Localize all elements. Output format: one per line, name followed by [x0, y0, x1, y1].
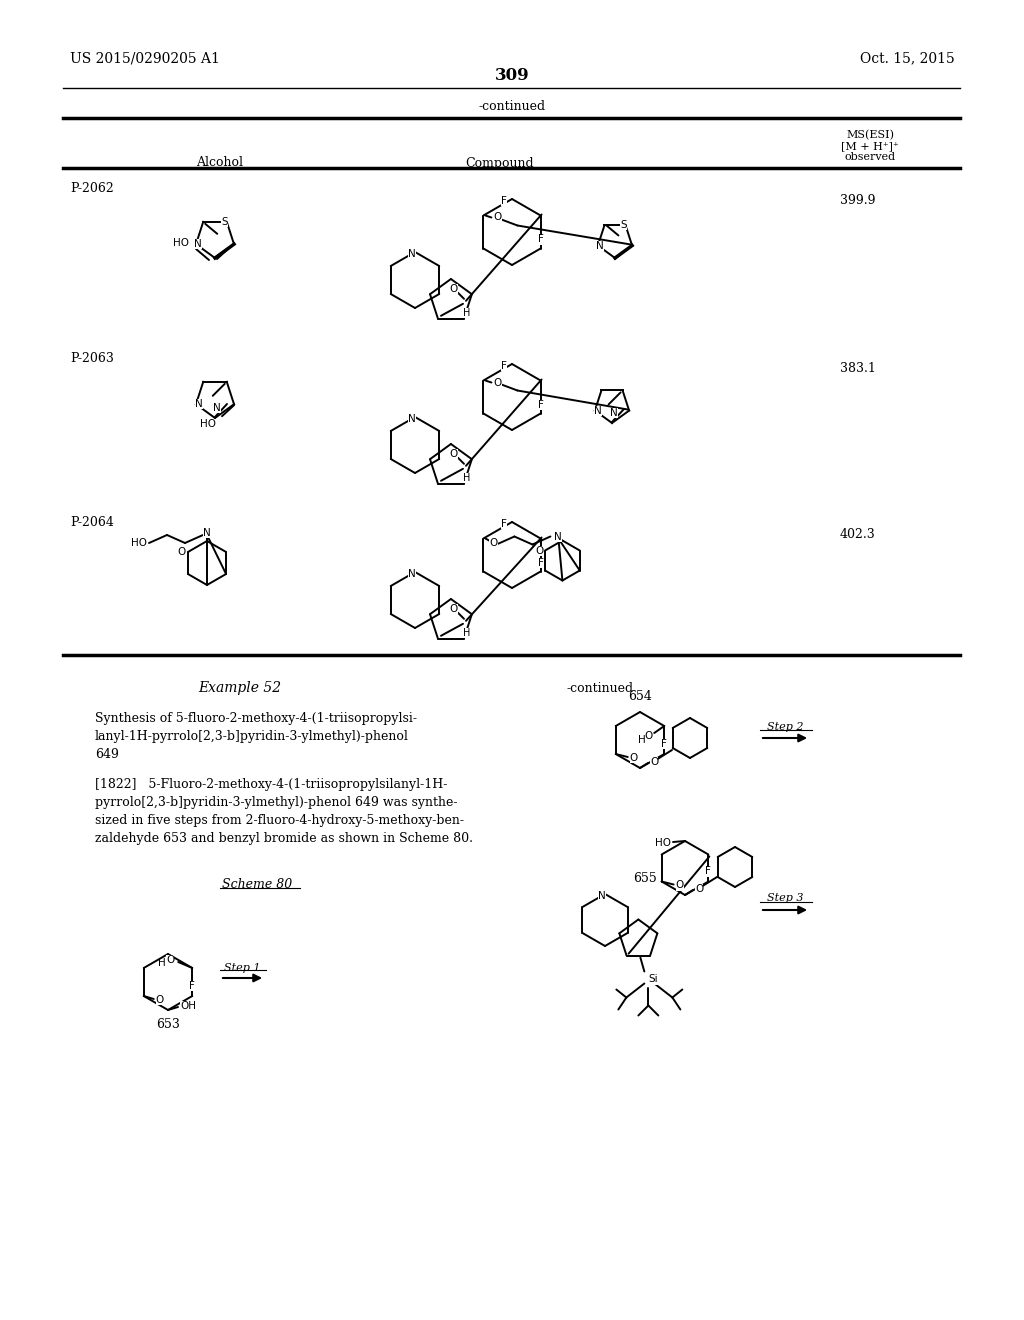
Text: 402.3: 402.3	[840, 528, 876, 541]
Text: F: F	[538, 557, 544, 568]
Text: F: F	[538, 400, 544, 409]
Text: S: S	[621, 220, 627, 231]
Text: O: O	[450, 603, 458, 614]
Text: Oct. 15, 2015: Oct. 15, 2015	[860, 51, 955, 65]
Text: N: N	[409, 414, 416, 424]
Text: N: N	[409, 249, 416, 259]
Text: N: N	[409, 569, 416, 579]
Text: HO: HO	[655, 838, 671, 847]
Text: H: H	[463, 473, 471, 483]
Text: Step 3: Step 3	[767, 894, 803, 903]
Text: Compound: Compound	[466, 157, 535, 169]
Text: 654: 654	[628, 690, 652, 704]
Text: 655: 655	[633, 871, 656, 884]
Text: H: H	[463, 628, 471, 638]
Text: H: H	[463, 308, 471, 318]
Text: O: O	[494, 378, 502, 388]
Text: O: O	[650, 756, 658, 767]
Text: P-2063: P-2063	[70, 351, 114, 364]
Text: Step 1: Step 1	[224, 964, 260, 973]
Text: 309: 309	[495, 66, 529, 83]
Text: F: F	[501, 195, 507, 206]
Text: HO: HO	[131, 539, 147, 548]
Text: Si: Si	[648, 974, 658, 985]
Text: HO: HO	[200, 420, 216, 429]
Text: N: N	[195, 239, 202, 249]
Text: N: N	[554, 532, 562, 541]
Text: O: O	[676, 880, 684, 891]
Text: O: O	[630, 752, 638, 763]
Text: F: F	[501, 519, 507, 529]
Text: P-2064: P-2064	[70, 516, 114, 529]
Text: [1822]   5-Fluoro-2-methoxy-4-(1-triisopropylsilanyl-1H-
pyrrolo[2,3-b]pyridin-3: [1822] 5-Fluoro-2-methoxy-4-(1-triisopro…	[95, 777, 473, 845]
Text: F: F	[189, 981, 196, 991]
Text: -continued: -continued	[478, 100, 546, 114]
Text: MS(ESI): MS(ESI)	[846, 129, 894, 140]
Text: observed: observed	[845, 152, 896, 162]
Text: 383.1: 383.1	[840, 362, 876, 375]
Text: O: O	[156, 995, 164, 1005]
Text: F: F	[706, 866, 712, 876]
Text: OH: OH	[180, 1001, 196, 1011]
Text: F: F	[501, 360, 507, 371]
Text: Scheme 80: Scheme 80	[222, 879, 292, 891]
Text: F: F	[662, 739, 668, 748]
Text: Alcohol: Alcohol	[197, 157, 244, 169]
Text: 653: 653	[156, 1019, 180, 1031]
Text: Example 52: Example 52	[199, 681, 282, 696]
Text: O: O	[695, 884, 703, 894]
Text: P-2062: P-2062	[70, 181, 114, 194]
Text: S: S	[221, 216, 228, 227]
Text: HO: HO	[173, 238, 189, 248]
Text: N: N	[594, 405, 602, 416]
Text: N: N	[596, 240, 604, 251]
Text: US 2015/0290205 A1: US 2015/0290205 A1	[70, 51, 220, 65]
Text: O: O	[535, 545, 543, 556]
Text: O: O	[166, 954, 174, 965]
Text: 399.9: 399.9	[840, 194, 876, 206]
Text: O: O	[450, 284, 458, 294]
Text: N: N	[196, 399, 203, 409]
Text: F: F	[538, 235, 544, 244]
Text: O: O	[450, 449, 458, 459]
Text: O: O	[178, 546, 186, 557]
Text: Step 2: Step 2	[767, 722, 803, 733]
Text: [M + H⁺]⁺: [M + H⁺]⁺	[841, 141, 899, 150]
Text: N: N	[203, 528, 211, 539]
Text: O: O	[644, 731, 652, 741]
Text: -continued: -continued	[566, 681, 634, 694]
Text: N: N	[610, 408, 617, 418]
Text: N: N	[213, 403, 221, 413]
Text: O: O	[489, 537, 498, 548]
Text: O: O	[494, 213, 502, 223]
Text: H: H	[638, 735, 646, 744]
Text: H: H	[159, 958, 166, 968]
Text: N: N	[598, 891, 606, 902]
Text: Synthesis of 5-fluoro-2-methoxy-4-(1-triisopropylsi-
lanyl-1H-pyrrolo[2,3-b]pyri: Synthesis of 5-fluoro-2-methoxy-4-(1-tri…	[95, 711, 417, 762]
